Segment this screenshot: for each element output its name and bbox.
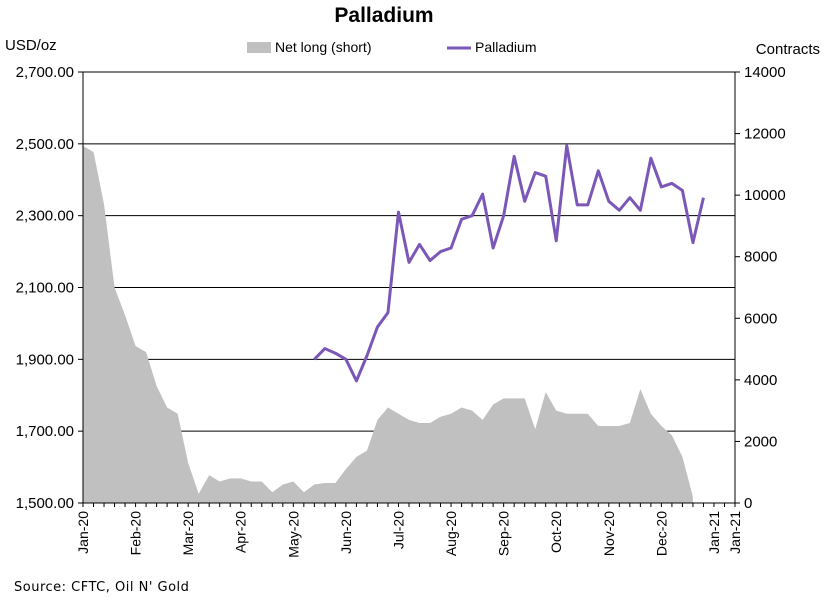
right-tick-label: 8000	[744, 249, 777, 266]
right-tick-label: 6000	[744, 310, 777, 327]
chart-title: Palladium	[334, 4, 433, 27]
palladium-line-series	[313, 144, 705, 383]
x-tick-label: Jan-21	[706, 511, 722, 554]
source-note: Source: CFTC, Oil N' Gold	[14, 580, 189, 595]
palladium-line	[313, 144, 705, 383]
left-tick-label: 2,700.00	[16, 64, 74, 81]
left-tick-label: 1,500.00	[16, 495, 74, 512]
x-tick-label: Sep-20	[496, 511, 512, 556]
x-tick-label: May-20	[285, 511, 301, 558]
left-tick-label: 2,500.00	[16, 136, 74, 153]
legend-area-label: Net long (short)	[275, 39, 371, 55]
left-tick-label: 2,300.00	[16, 208, 74, 225]
left-tick-label: 2,100.00	[16, 280, 74, 297]
x-tick-label: Nov-20	[601, 511, 617, 556]
x-tick-label: Oct-20	[548, 511, 564, 553]
right-tick-label: 0	[744, 495, 752, 512]
x-tick-label: Apr-20	[233, 511, 249, 553]
x-tick-label: Jun-20	[338, 511, 354, 554]
right-tick-label: 2000	[744, 433, 777, 450]
legend-area-swatch	[247, 42, 271, 53]
left-tick-label: 1,700.00	[16, 423, 74, 440]
left-axis-ticks: 1,500.00 1,700.00 1,900.00 2,100.00 2,300.00…	[16, 64, 83, 512]
legend-line-label: Palladium	[475, 39, 536, 55]
right-tick-label: 10000	[744, 187, 786, 204]
left-tick-label: 1,900.00	[16, 351, 74, 368]
right-axis-unit-label: Contracts	[756, 41, 820, 58]
right-tick-label: 14000	[744, 64, 786, 81]
x-axis-ticks: Jan-20 Feb-20 Mar-20 Apr-20 May-20 Jun-20 Jul-…	[75, 503, 743, 558]
gridlines	[83, 71, 735, 432]
right-tick-label: 4000	[744, 372, 777, 389]
net-long-area	[83, 145, 693, 503]
x-tick-label: Dec-20	[653, 511, 669, 556]
net-long-area-series	[83, 145, 693, 503]
legend: Net long (short) Palladium	[247, 39, 536, 55]
right-axis-ticks: 0 2000 4000 6000 8000 10000 12000 14000	[735, 64, 786, 512]
right-tick-label: 12000	[744, 126, 786, 143]
x-tick-label: Jan-20	[75, 511, 91, 554]
x-tick-label: Jan-21	[727, 511, 743, 554]
x-tick-label: Aug-20	[443, 511, 459, 556]
x-tick-label: Jul-20	[391, 511, 407, 549]
x-tick-label: Feb-20	[128, 511, 144, 556]
x-tick-label: Mar-20	[180, 511, 196, 556]
left-axis-unit-label: USD/oz	[5, 37, 57, 54]
